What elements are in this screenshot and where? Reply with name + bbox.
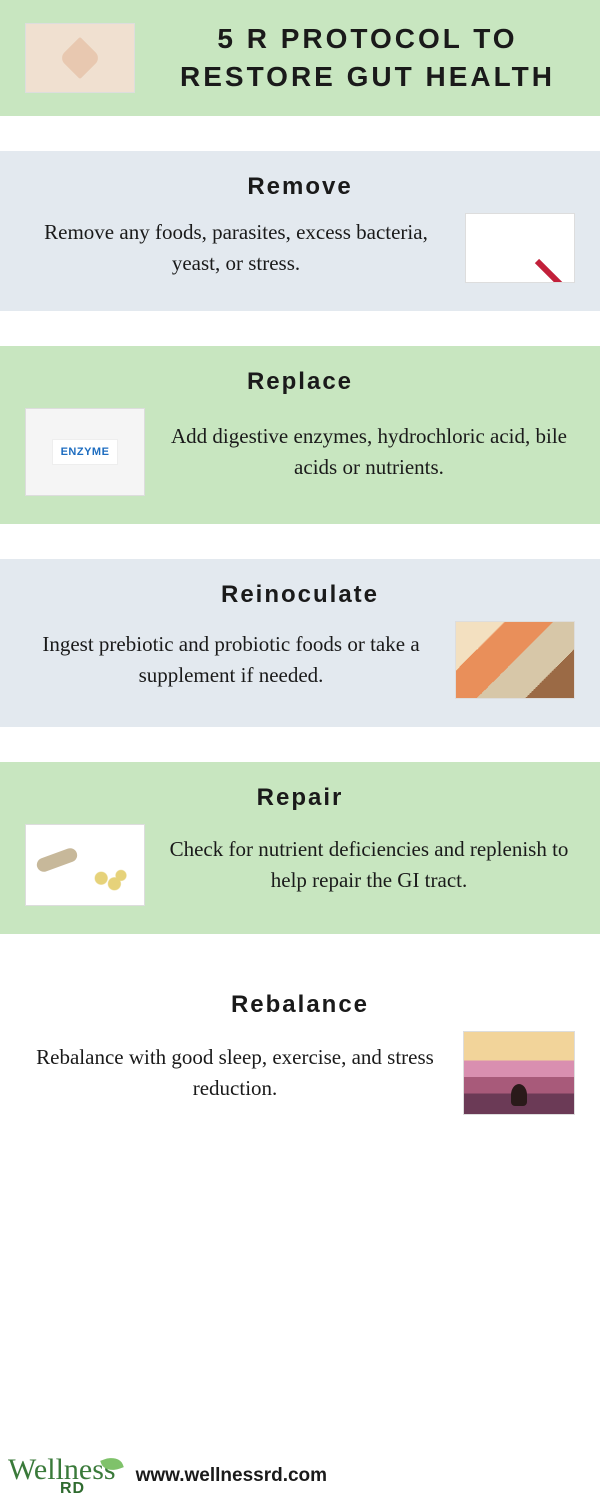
section-remove: Remove Remove any foods, parasites, exces… <box>0 151 600 311</box>
section-body: Check for nutrient deficiencies and repl… <box>25 824 575 906</box>
section-image <box>455 621 575 699</box>
section-body: Remove any foods, parasites, excess bact… <box>25 213 575 283</box>
footer: Wellness RD www.wellnessrd.com <box>0 1457 600 1496</box>
section-text: Check for nutrient deficiencies and repl… <box>163 834 575 895</box>
section-replace: Replace ENZYME Add digestive enzymes, hydr… <box>0 346 600 524</box>
section-image <box>463 1031 575 1115</box>
section-text: Add digestive enzymes, hydrochloric acid… <box>163 421 575 482</box>
section-heading: Replace <box>25 368 575 396</box>
section-text: Rebalance with good sleep, exercise, and… <box>25 1042 445 1103</box>
section-rebalance: Rebalance Rebalance with good sleep, exer… <box>0 969 600 1143</box>
sections-container: Remove Remove any foods, parasites, exces… <box>0 151 600 1143</box>
section-text: Ingest prebiotic and probiotic foods or … <box>25 629 437 690</box>
footer-url: www.wellnessrd.com <box>136 1465 327 1487</box>
section-body: Ingest prebiotic and probiotic foods or … <box>25 621 575 699</box>
image-label: ENZYME <box>52 439 119 465</box>
header-panel: 5 R PROTOCOL TO RESTORE GUT HEALTH <box>0 0 600 116</box>
page-title: 5 R PROTOCOL TO RESTORE GUT HEALTH <box>160 20 575 96</box>
section-image: ENZYME <box>25 408 145 496</box>
section-heading: Rebalance <box>25 991 575 1019</box>
section-text: Remove any foods, parasites, excess bact… <box>25 217 447 278</box>
section-reinoculate: Reinoculate Ingest prebiotic and probioti… <box>0 559 600 727</box>
logo: Wellness RD <box>8 1457 116 1496</box>
section-heading: Repair <box>25 784 575 812</box>
section-body: ENZYME Add digestive enzymes, hydrochlori… <box>25 408 575 496</box>
section-heading: Reinoculate <box>25 581 575 609</box>
section-body: Rebalance with good sleep, exercise, and… <box>25 1031 575 1115</box>
header-image <box>25 23 135 93</box>
section-image <box>25 824 145 906</box>
section-heading: Remove <box>25 173 575 201</box>
section-image <box>465 213 575 283</box>
section-repair: Repair Check for nutrient deficiencies an… <box>0 762 600 934</box>
